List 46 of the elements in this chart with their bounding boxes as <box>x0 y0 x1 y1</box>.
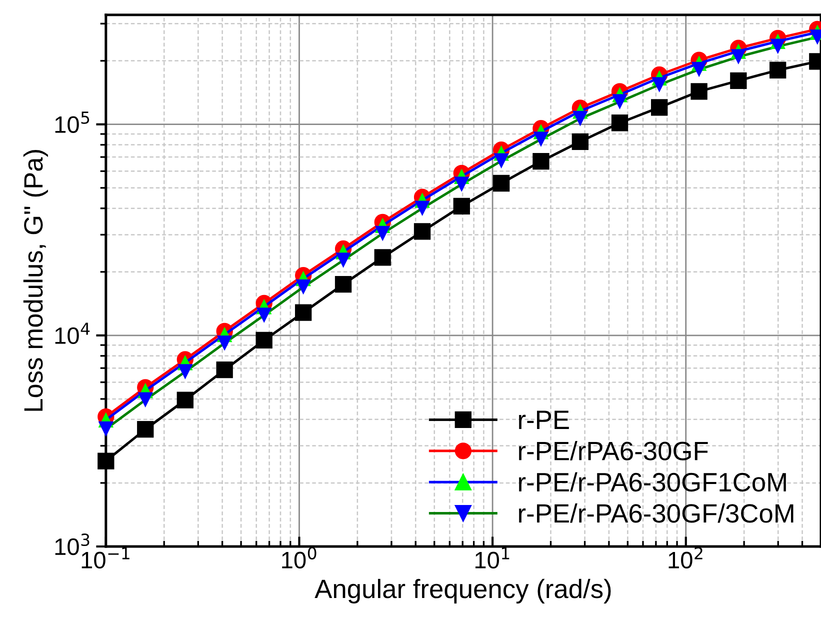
point <box>414 223 431 240</box>
point <box>611 114 628 132</box>
point <box>216 361 233 378</box>
point <box>494 153 509 169</box>
point <box>454 176 470 192</box>
point <box>256 332 272 349</box>
y-tick-label: 10$^{5}$ <box>55 112 90 133</box>
legend-label: r-PE/r-PA6-30GF/3CoM <box>519 503 794 523</box>
x-tick-label: 10$^{1}$ <box>475 547 510 569</box>
point <box>414 200 430 216</box>
point <box>572 133 589 150</box>
x-axis-title: Angular frequency (rad/s) <box>314 578 611 604</box>
y-axis-title: Loss modulus, G" (Pa) <box>23 150 48 411</box>
point <box>256 308 272 323</box>
point <box>770 62 786 78</box>
legend-label: r-PE/rPA6-30GF <box>519 441 708 460</box>
y-tick-label: 10$^{4}$ <box>55 322 90 344</box>
point <box>216 336 232 351</box>
legend-label: r-PE/r-PA6-30GF1CoM <box>519 472 786 492</box>
point <box>453 198 470 214</box>
point <box>572 110 588 126</box>
point <box>374 226 390 242</box>
point <box>137 420 154 438</box>
point <box>98 421 114 437</box>
point <box>334 276 352 293</box>
point <box>178 364 193 380</box>
point <box>691 62 707 78</box>
point <box>533 132 549 147</box>
point <box>336 252 351 268</box>
x-tick-label: 10$^{0}$ <box>282 546 316 569</box>
point <box>98 452 114 470</box>
point <box>770 38 786 54</box>
point <box>492 174 510 192</box>
point <box>652 77 667 92</box>
point <box>138 392 154 408</box>
point <box>612 94 628 110</box>
point <box>294 304 312 321</box>
point <box>176 392 194 408</box>
legend-label: r-PE <box>519 410 569 429</box>
point <box>296 279 311 295</box>
point <box>690 83 708 100</box>
point <box>374 249 391 266</box>
point <box>651 99 668 116</box>
point <box>730 49 746 64</box>
point <box>730 72 747 90</box>
point <box>532 152 550 170</box>
